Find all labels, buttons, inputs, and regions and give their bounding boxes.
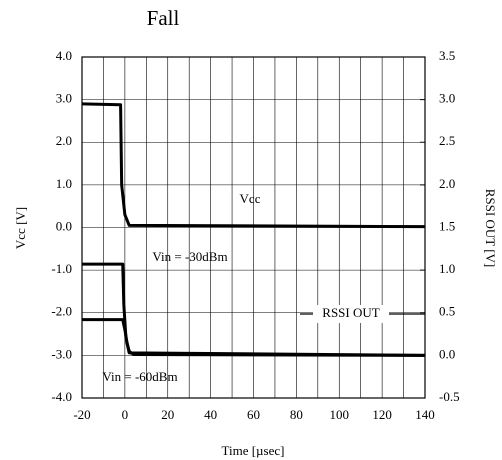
series-label: Vcc (240, 191, 261, 206)
y2-tick-label: 2.0 (439, 176, 455, 191)
y-tick-label: -1.0 (51, 261, 72, 276)
y2-tick-label: 3.5 (439, 48, 455, 63)
y-tick-label: 3.0 (56, 91, 72, 106)
y-tick-label: 4.0 (56, 48, 72, 63)
y2-axis-label: RSSI OUT [V] (483, 189, 498, 268)
series-label: Vin = -30dBm (152, 249, 227, 264)
y2-tick-label: 3.0 (439, 91, 455, 106)
y2-tick-label: 0.0 (439, 346, 455, 361)
y-tick-label: -4.0 (51, 389, 72, 404)
y2-tick-label: 0.5 (439, 304, 455, 319)
series-line (82, 318, 426, 357)
y-tick-label: 2.0 (56, 133, 72, 148)
y2-tick-label: -0.5 (439, 389, 460, 404)
x-tick-label: 80 (290, 407, 303, 422)
x-tick-label: 140 (415, 407, 435, 422)
series-line (81, 102, 426, 229)
annotation: RSSI OUT (322, 305, 379, 320)
y-tick-label: 1.0 (56, 176, 72, 191)
y-tick-label: 0.0 (56, 218, 72, 233)
x-tick-label: -20 (73, 407, 90, 422)
y2-tick-label: 1.5 (439, 218, 455, 233)
x-axis-label: Time [µsec] (222, 443, 285, 458)
x-tick-label: 60 (247, 407, 260, 422)
annotation-bg (313, 305, 389, 323)
x-tick-label: 100 (330, 407, 350, 422)
y-tick-label: -3.0 (51, 346, 72, 361)
x-tick-label: 40 (204, 407, 217, 422)
series-label: Vin = -60dBm (102, 369, 177, 384)
chart-title: Fall (147, 6, 180, 30)
x-tick-label: 20 (161, 407, 174, 422)
y2-tick-label: 2.5 (439, 133, 455, 148)
y2-tick-label: 1.0 (439, 261, 455, 276)
x-tick-label: 0 (122, 407, 129, 422)
x-tick-label: 120 (372, 407, 392, 422)
y-tick-label: -2.0 (51, 304, 72, 319)
y-axis-label: Vcc [V] (13, 207, 28, 249)
